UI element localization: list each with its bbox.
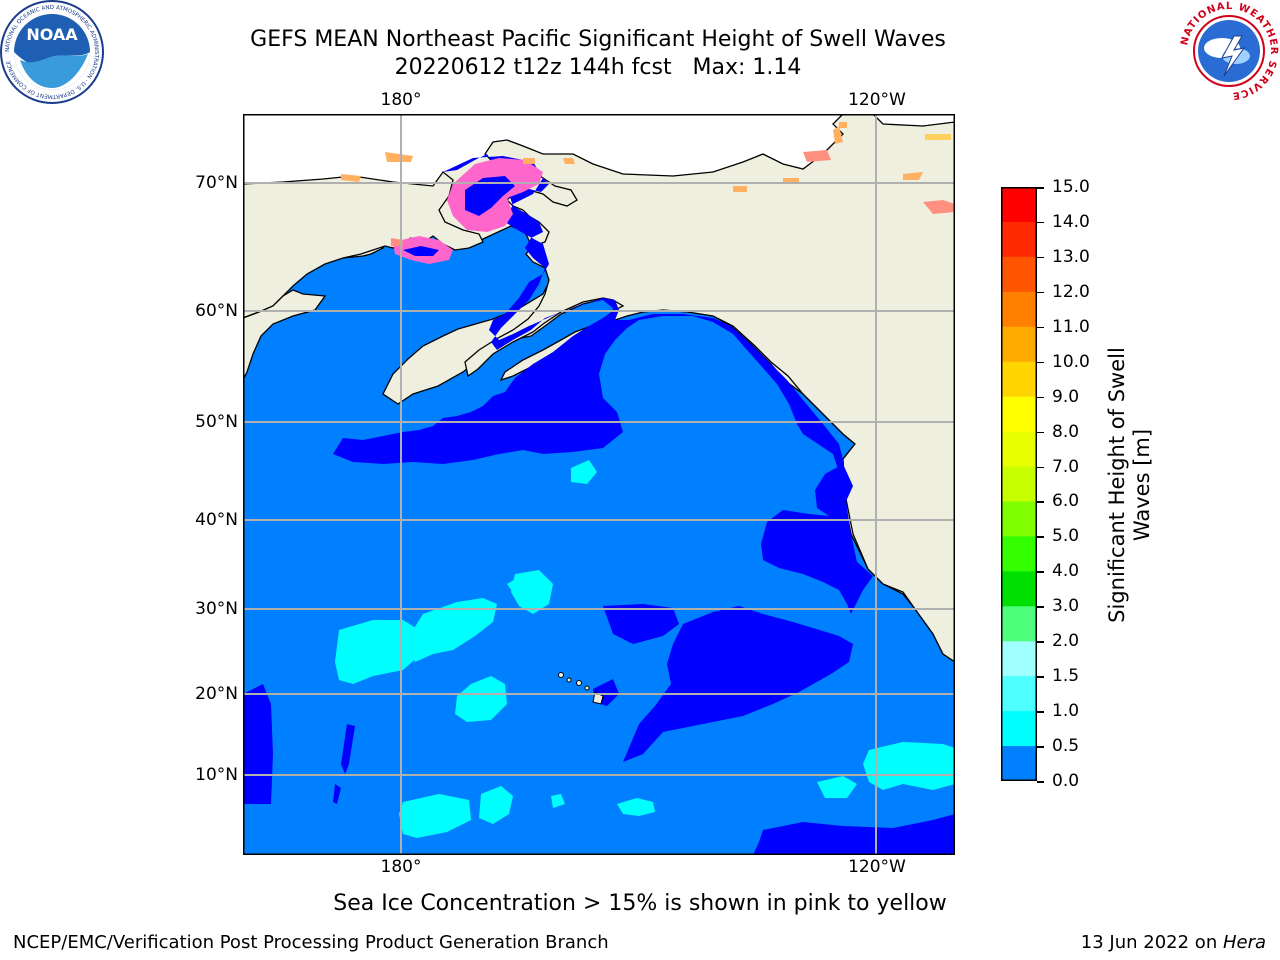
colorbar-tick-label: 6.0 [1052, 491, 1080, 512]
map-gridlines [243, 114, 955, 855]
colorbar-tick-mark [1037, 431, 1044, 434]
lon-label-top-180: 180° [380, 90, 422, 110]
map-subtitle: 20220612 t12z 144h fcst Max: 1.14 [394, 55, 802, 80]
colorbar-tick-label: 2.0 [1052, 631, 1080, 652]
colorbar-tick-mark [1037, 606, 1044, 608]
lon-label-bottom-120w: 120°W [848, 857, 906, 877]
colorbar-tick-mark [1037, 711, 1044, 713]
colorbar-tick-mark [1037, 641, 1044, 643]
colorbar-tick-label: 14.0 [1052, 211, 1090, 232]
swell-height-map [243, 114, 955, 855]
colorbar-tick-label: 4.0 [1052, 561, 1080, 582]
colorbar-segment [1001, 501, 1037, 537]
noaa-logo: NOAA NATIONAL OCEANIC AND ATMOSPHERIC AD… [0, 0, 104, 104]
colorbar-segment [1001, 536, 1037, 572]
colorbar-tick-mark [1037, 536, 1044, 538]
colorbar-segment [1001, 606, 1037, 642]
lat-label-40n: 40°N [195, 510, 238, 530]
map-title: GEFS MEAN Northeast Pacific Significant … [250, 27, 946, 52]
colorbar-segment [1001, 396, 1037, 433]
colorbar-tick-mark [1037, 466, 1044, 469]
colorbar-tick-mark [1037, 221, 1044, 224]
colorbar-tick-label: 1.5 [1052, 666, 1080, 687]
colorbar-segment [1001, 746, 1037, 781]
lat-label-60n: 60°N [195, 301, 238, 321]
colorbar-segment [1001, 466, 1037, 502]
colorbar-tick-label: 3.0 [1052, 596, 1080, 617]
colorbar-tick-mark [1037, 396, 1044, 399]
sea-ice-note: Sea Ice Concentration > 15% is shown in … [333, 891, 947, 916]
colorbar-segment [1001, 431, 1037, 468]
colorbar-tick-mark [1037, 326, 1044, 329]
colorbar-tick-mark [1037, 187, 1044, 189]
colorbar-tick-mark [1037, 746, 1044, 748]
colorbar-tick-label: 13.0 [1052, 246, 1090, 267]
colorbar-tick-label: 15.0 [1052, 177, 1090, 197]
colorbar-tick-mark [1037, 256, 1044, 259]
noaa-logo-text: NOAA [26, 25, 78, 44]
footer-date: 13 Jun 2022 on Hera [1080, 932, 1266, 953]
colorbar-segment [1001, 641, 1037, 677]
colorbar-tick-label: 12.0 [1052, 281, 1090, 302]
colorbar-tick-label: 7.0 [1052, 456, 1080, 477]
colorbar-segment [1001, 361, 1037, 398]
lat-label-70n: 70°N [195, 173, 238, 193]
colorbar-tick-mark [1037, 291, 1044, 294]
lat-label-20n: 20°N [195, 684, 238, 704]
colorbar-tick-label: 5.0 [1052, 526, 1080, 547]
sea-ice [341, 122, 955, 264]
lon-label-top-120w: 120°W [848, 90, 906, 110]
colorbar-frame [1001, 187, 1037, 781]
map-frame [243, 114, 955, 855]
high-swell-regions [335, 460, 955, 838]
low-swell-regions [243, 154, 955, 855]
arctic-no-data [243, 114, 955, 186]
colorbar-tick-mark [1037, 676, 1044, 678]
colorbar-tick-label: 9.0 [1052, 386, 1080, 407]
colorbar-segment [1001, 711, 1037, 747]
colorbar-tick-label: 1.0 [1052, 701, 1080, 722]
colorbar-segment [1001, 187, 1037, 223]
lat-label-10n: 10°N [195, 765, 238, 785]
lat-label-50n: 50°N [195, 412, 238, 432]
lat-label-30n: 30°N [195, 599, 238, 619]
colorbar [1001, 187, 1037, 781]
colorbar-tick-mark [1037, 361, 1044, 364]
lon-label-bottom-180: 180° [380, 857, 422, 877]
colorbar-tick-label: 8.0 [1052, 421, 1080, 442]
colorbar-tick-mark [1037, 501, 1044, 503]
colorbar-segment [1001, 571, 1037, 607]
colorbar-segment [1001, 291, 1037, 328]
footer-credit: NCEP/EMC/Verification Post Processing Pr… [13, 932, 609, 953]
colorbar-label: Significant Height of Swell Waves [m] [1105, 347, 1154, 623]
colorbar-segment [1001, 256, 1037, 293]
colorbar-segment [1001, 221, 1037, 258]
colorbar-tick-label: 0.0 [1052, 771, 1080, 791]
colorbar-segment [1001, 326, 1037, 363]
nws-logo: NATIONAL WEATHER SERVICE [1179, 1, 1278, 101]
colorbar-tick-label: 0.5 [1052, 736, 1080, 757]
colorbar-tick-label: 11.0 [1052, 316, 1090, 337]
colorbar-segment [1001, 676, 1037, 712]
colorbar-tick-mark [1037, 781, 1044, 783]
colorbar-tick-label: 10.0 [1052, 351, 1090, 372]
colorbar-tick-mark [1037, 571, 1044, 573]
